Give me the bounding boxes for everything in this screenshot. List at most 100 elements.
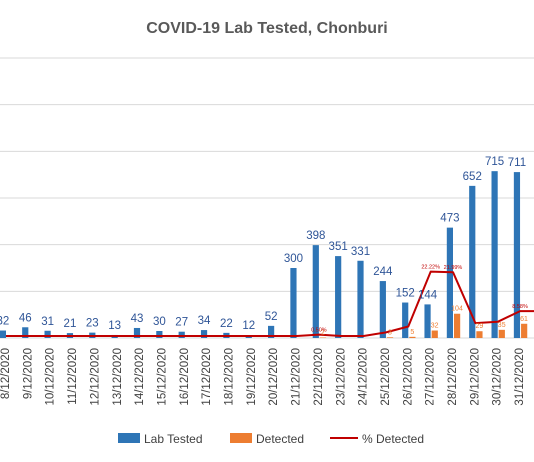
data-label-pct-detected: 0.50% — [311, 328, 327, 334]
data-label-lab-tested: 23 — [86, 318, 99, 330]
x-tick-label: 15/12/2020 — [156, 348, 168, 406]
bar-lab-tested — [424, 304, 431, 338]
bar-lab-tested — [44, 330, 51, 338]
bar-detected — [476, 331, 483, 338]
data-label-pct-detected: 21.99% — [444, 265, 463, 271]
x-tick-label: 21/12/2020 — [291, 348, 303, 406]
data-label-lab-tested: 32 — [0, 316, 9, 328]
bar-detected — [409, 336, 416, 338]
legend-swatch-detected — [230, 433, 252, 443]
data-label-lab-tested: 351 — [329, 241, 348, 253]
data-label-lab-tested: 244 — [373, 266, 393, 278]
data-label-detected: 32 — [431, 323, 439, 330]
bar-lab-tested — [379, 281, 386, 338]
x-tick-label: 8/12/2020 — [0, 348, 12, 399]
legend-label-detected: Detected — [256, 432, 304, 446]
x-tick-label: 23/12/2020 — [335, 348, 347, 406]
bar-detected — [386, 337, 394, 338]
data-label-lab-tested: 473 — [440, 213, 459, 225]
x-tick-label: 14/12/2020 — [134, 348, 146, 406]
data-label-detected: 29 — [475, 323, 483, 330]
bar-lab-tested — [402, 302, 409, 338]
data-label-lab-tested: 331 — [351, 246, 370, 258]
data-label-detected: 3 — [388, 329, 392, 336]
x-tick-label: 30/12/2020 — [492, 348, 504, 406]
data-label-lab-tested: 711 — [508, 157, 526, 169]
data-label-detected: 5 — [410, 329, 414, 336]
data-label-lab-tested: 34 — [198, 315, 211, 327]
data-label-lab-tested: 52 — [265, 311, 278, 323]
series-lab-tested — [0, 171, 521, 338]
bar-lab-tested — [133, 327, 141, 338]
x-tick-label: 20/12/2020 — [268, 348, 280, 406]
bar-lab-tested — [200, 330, 208, 338]
data-label-lab-tested: 46 — [19, 312, 32, 324]
chart-title: COVID-19 Lab Tested, Chonburi — [146, 20, 388, 37]
bar-lab-tested — [491, 171, 498, 338]
legend-label-pct-detected: % Detected — [362, 432, 424, 446]
legend-swatch-lab-tested — [118, 433, 140, 443]
data-label-pct-detected: 22.22% — [421, 265, 440, 271]
bar-lab-tested — [312, 245, 319, 338]
x-tick-label: 24/12/2020 — [358, 348, 370, 406]
data-label-detected: 104 — [451, 306, 463, 313]
x-tick-label: 18/12/2020 — [224, 348, 236, 406]
x-tick-label: 17/12/2020 — [201, 348, 213, 406]
x-tick-label: 19/12/2020 — [246, 348, 258, 406]
data-label-lab-tested: 22 — [220, 318, 233, 330]
bar-lab-tested — [290, 268, 297, 338]
data-label-lab-tested: 152 — [396, 288, 415, 300]
bar-lab-tested — [156, 331, 163, 338]
data-label-lab-tested: 715 — [485, 156, 504, 168]
data-label-lab-tested: 398 — [306, 230, 325, 242]
x-tick-label: 11/12/2020 — [67, 348, 79, 405]
x-axis-ticks: 8/12/2020 9/12/2020 10/12/2020 11/12/2020 12… — [0, 348, 526, 406]
bar-lab-tested — [513, 172, 521, 338]
data-label-lab-tested: 13 — [108, 320, 121, 332]
x-tick-label: 16/12/2020 — [179, 348, 191, 406]
data-label-lab-tested: 144 — [418, 289, 438, 301]
x-tick-label: 27/12/2020 — [425, 348, 437, 406]
x-tick-label: 31/12/2020 — [514, 348, 526, 406]
x-tick-label: 25/12/2020 — [380, 348, 392, 406]
data-label-detected: 2 — [321, 330, 325, 337]
gridlines — [0, 57, 534, 339]
data-label-lab-tested: 300 — [284, 253, 303, 265]
bar-detected — [521, 323, 528, 338]
data-label-lab-tested: 652 — [463, 171, 482, 183]
x-tick-label: 9/12/2020 — [22, 348, 34, 399]
x-tick-label: 10/12/2020 — [45, 348, 57, 406]
data-label-lab-tested: 21 — [64, 318, 77, 330]
data-labels: 3246312123134330273422125230039823513312… — [0, 156, 528, 336]
x-tick-label: 12/12/2020 — [89, 348, 101, 406]
data-label-lab-tested: 31 — [41, 316, 54, 328]
bar-lab-tested — [335, 256, 342, 338]
bar-detected — [431, 330, 438, 338]
legend-label-lab-tested: Lab Tested — [144, 432, 203, 446]
x-tick-label: 26/12/2020 — [402, 348, 414, 406]
bar-lab-tested — [446, 227, 453, 338]
bar-lab-tested — [357, 260, 364, 338]
bar-detected — [498, 329, 505, 338]
data-label-lab-tested: 43 — [131, 313, 144, 325]
bar-lab-tested — [22, 327, 29, 338]
bar-lab-tested — [268, 325, 275, 338]
x-tick-label: 13/12/2020 — [112, 348, 124, 406]
data-label-detected: 61 — [520, 316, 528, 323]
data-label-lab-tested: 27 — [175, 317, 188, 329]
bar-lab-tested — [0, 330, 6, 338]
data-label-lab-tested: 30 — [153, 316, 166, 328]
data-label-detected: 35 — [498, 322, 506, 329]
x-tick-label: 29/12/2020 — [469, 348, 481, 406]
series-detected — [319, 313, 528, 338]
legend: Lab Tested Detected % Detected — [118, 432, 424, 446]
bar-detected — [454, 313, 461, 338]
data-label-pct-detected: 8.58% — [512, 304, 528, 310]
line-pct-detected — [6, 270, 534, 337]
data-label-lab-tested: 12 — [242, 320, 255, 332]
x-tick-label: 28/12/2020 — [447, 348, 459, 406]
bar-lab-tested — [469, 185, 476, 338]
bar-lab-tested — [178, 331, 185, 338]
x-tick-label: 22/12/2020 — [313, 348, 325, 406]
